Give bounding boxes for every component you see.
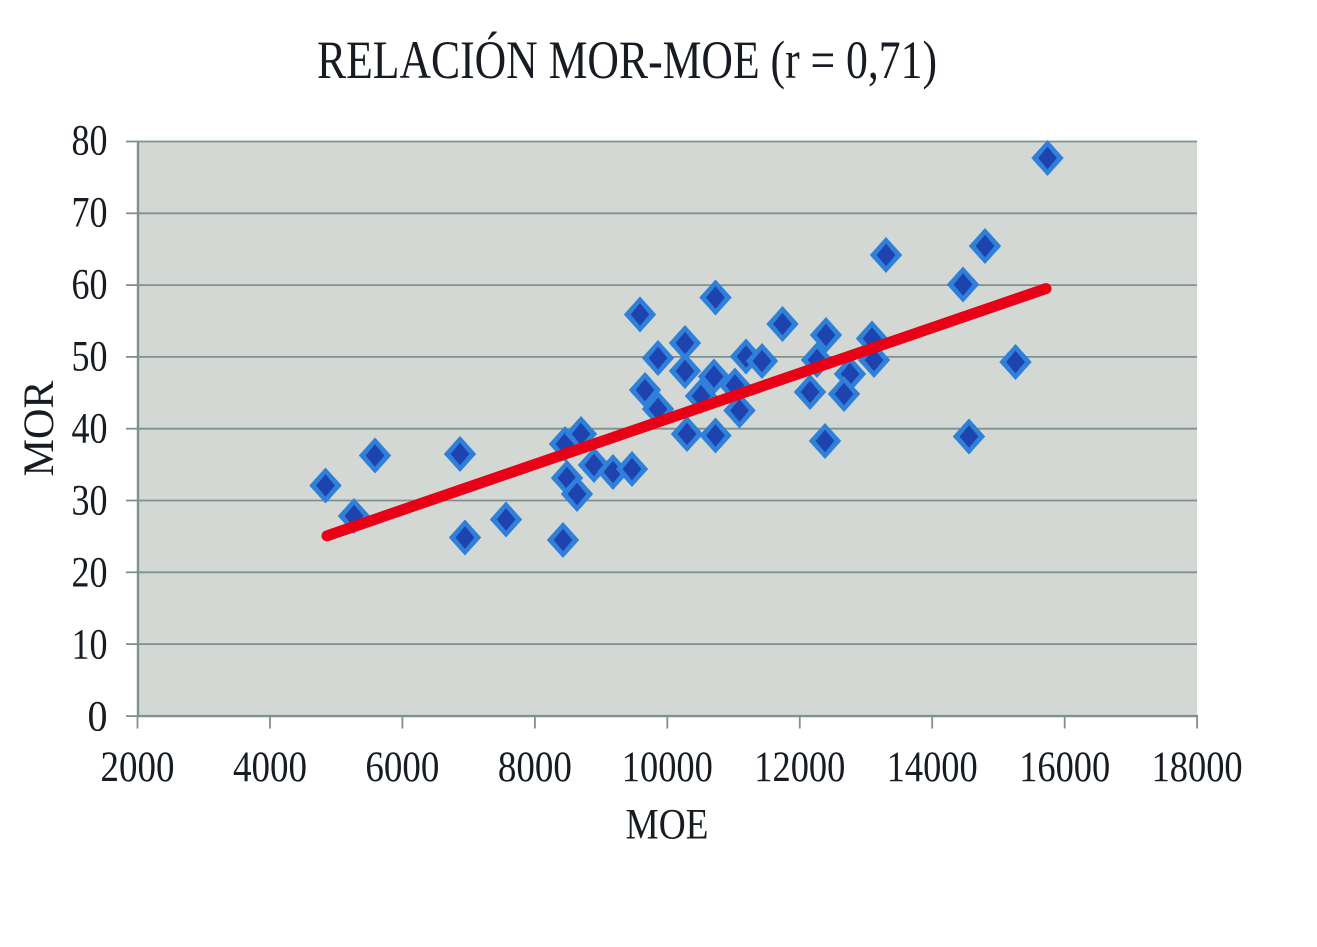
svg-text:RELACIÓN MOR-MOE (r = 0,71): RELACIÓN MOR-MOE (r = 0,71): [317, 30, 937, 90]
svg-text:40: 40: [72, 406, 108, 453]
svg-text:6000: 6000: [365, 744, 439, 791]
svg-text:MOR: MOR: [16, 380, 63, 476]
svg-text:0: 0: [88, 694, 108, 741]
svg-text:14000: 14000: [887, 744, 978, 791]
svg-text:20: 20: [72, 550, 108, 597]
svg-text:30: 30: [72, 478, 108, 525]
svg-text:80: 80: [72, 118, 108, 165]
svg-text:70: 70: [72, 190, 108, 237]
svg-text:18000: 18000: [1152, 744, 1243, 791]
svg-text:16000: 16000: [1019, 744, 1110, 791]
svg-text:50: 50: [72, 334, 108, 381]
svg-text:8000: 8000: [498, 744, 572, 791]
svg-text:60: 60: [72, 262, 108, 309]
svg-text:4000: 4000: [233, 744, 307, 791]
svg-text:2000: 2000: [101, 744, 175, 791]
svg-text:MOE: MOE: [626, 802, 709, 849]
svg-text:12000: 12000: [754, 744, 845, 791]
svg-text:10000: 10000: [622, 744, 713, 791]
svg-text:10: 10: [72, 622, 108, 669]
